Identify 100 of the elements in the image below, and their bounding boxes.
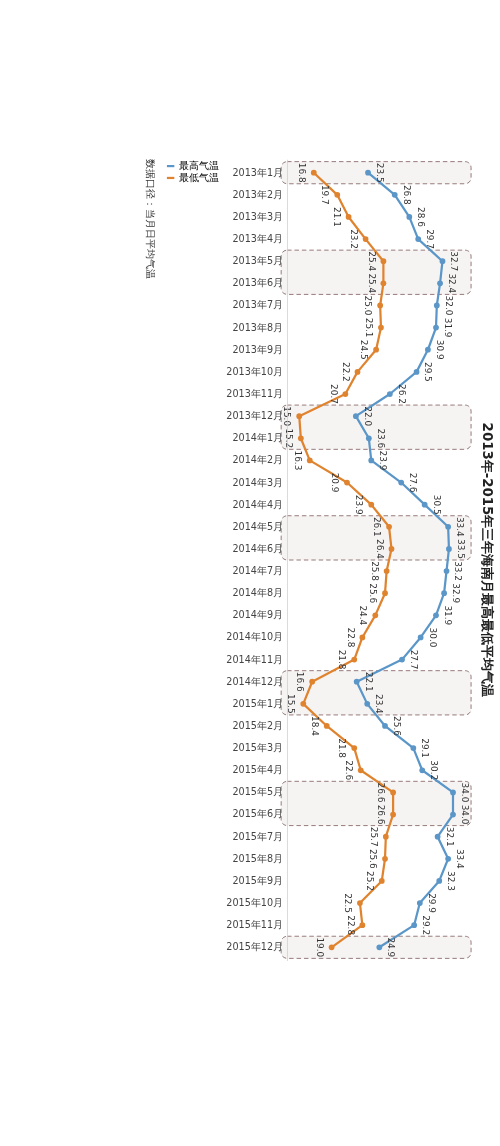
y-tick-label: 2015年9月	[232, 874, 284, 886]
point	[450, 811, 456, 818]
y-tick-label: 2013年9月	[232, 343, 284, 355]
point	[436, 878, 443, 884]
data-label: 22.8	[345, 627, 356, 648]
y-tick-label: 2014年2月	[232, 454, 284, 466]
point	[309, 678, 316, 685]
point	[382, 590, 388, 597]
y-tick-label: 2014年10月	[226, 631, 284, 643]
point	[382, 855, 388, 862]
y-tick-label: 2014年3月	[232, 476, 284, 488]
point	[362, 236, 369, 242]
data-label: 29.7	[425, 229, 436, 249]
point	[351, 745, 358, 751]
point	[344, 479, 350, 486]
data-label: 29.1	[420, 738, 431, 759]
point	[390, 811, 396, 818]
point	[425, 346, 431, 353]
data-label: 19.0	[314, 937, 325, 958]
y-tick-label: 2014年9月	[232, 609, 284, 621]
y-tick-label: 2013年6月	[232, 277, 284, 289]
data-label: 22.8	[345, 915, 356, 936]
y-tick-label: 2015年11月	[226, 919, 284, 931]
data-label: 24.9	[386, 937, 397, 958]
point	[391, 191, 398, 198]
data-label: 26.6	[376, 804, 387, 825]
legend-label: 最高气温	[178, 159, 219, 172]
data-label: 22.2	[340, 361, 351, 382]
data-label: 21.8	[337, 738, 348, 759]
point	[372, 612, 379, 619]
y-tick-label: 2015年10月	[226, 897, 284, 909]
point	[411, 922, 418, 929]
point	[323, 723, 330, 729]
text: 数据口径：当月日平均气温	[144, 159, 157, 280]
point	[357, 767, 364, 774]
point	[345, 214, 352, 220]
data-label: 30.0	[427, 627, 438, 648]
point	[364, 700, 371, 707]
y-tick-label: 2014年1月	[232, 432, 284, 444]
point	[365, 435, 372, 442]
point	[399, 656, 405, 663]
y-tick-label: 2013年11月	[226, 387, 284, 399]
point	[357, 900, 363, 906]
y-tick-label: 2015年4月	[232, 764, 284, 776]
y-tick-label: 2013年3月	[232, 210, 284, 222]
y-tick-label: 2014年7月	[232, 565, 284, 577]
y-tick-label: 2014年6月	[232, 542, 284, 554]
data-label: 24.4	[358, 605, 369, 626]
point	[328, 944, 335, 951]
data-label: 25.4	[366, 273, 377, 294]
point	[310, 169, 317, 176]
data-label: 25.6	[391, 716, 402, 737]
data-label: 26.1	[372, 516, 383, 537]
y-tick-label: 2013年2月	[232, 188, 284, 200]
point	[443, 568, 450, 574]
y-tick-label: 2014年11月	[226, 653, 284, 665]
data-label: 21.1	[331, 207, 342, 227]
point	[406, 214, 413, 220]
point	[434, 833, 441, 840]
y-tick-label: 2013年1月	[232, 166, 284, 178]
point	[417, 634, 424, 641]
data-label: 23.9	[378, 450, 389, 471]
y-tick-label: 2015年5月	[232, 786, 284, 798]
point	[388, 546, 395, 552]
point	[365, 169, 371, 176]
point	[433, 324, 439, 331]
data-label: 22.6	[343, 760, 354, 781]
point	[387, 391, 393, 397]
point	[378, 324, 384, 331]
point	[386, 523, 392, 530]
data-label: 22.1	[363, 671, 374, 692]
data-label: 32.0	[443, 295, 454, 316]
point	[300, 700, 307, 707]
data-label: 32.4	[446, 273, 457, 294]
data-label: 26.4	[374, 539, 385, 560]
point	[373, 346, 379, 353]
data-label: 23.9	[354, 494, 365, 515]
data-label: 25.2	[364, 871, 375, 891]
point	[439, 258, 446, 265]
point	[378, 878, 385, 884]
y-tick-label: 2014年8月	[232, 587, 284, 599]
data-label: 34.0	[459, 782, 470, 803]
point	[377, 302, 384, 309]
point	[450, 789, 456, 796]
point	[398, 479, 405, 486]
point	[416, 900, 423, 906]
data-label: 32.7	[449, 251, 460, 272]
data-label: 20.9	[330, 472, 341, 493]
point	[437, 280, 443, 287]
data-label: 33.4	[455, 848, 466, 870]
y-tick-label: 2013年10月	[226, 365, 284, 377]
y-tick-label: 2013年8月	[232, 321, 284, 333]
data-label: 15.0	[282, 406, 293, 427]
data-label: 30.9	[434, 339, 445, 360]
data-label: 15.2	[284, 428, 295, 449]
data-label: 23.2	[348, 229, 359, 249]
data-label: 16.3	[292, 450, 303, 471]
data-label: 25.0	[363, 295, 374, 316]
point	[415, 236, 422, 242]
data-label: 22.5	[343, 893, 354, 913]
